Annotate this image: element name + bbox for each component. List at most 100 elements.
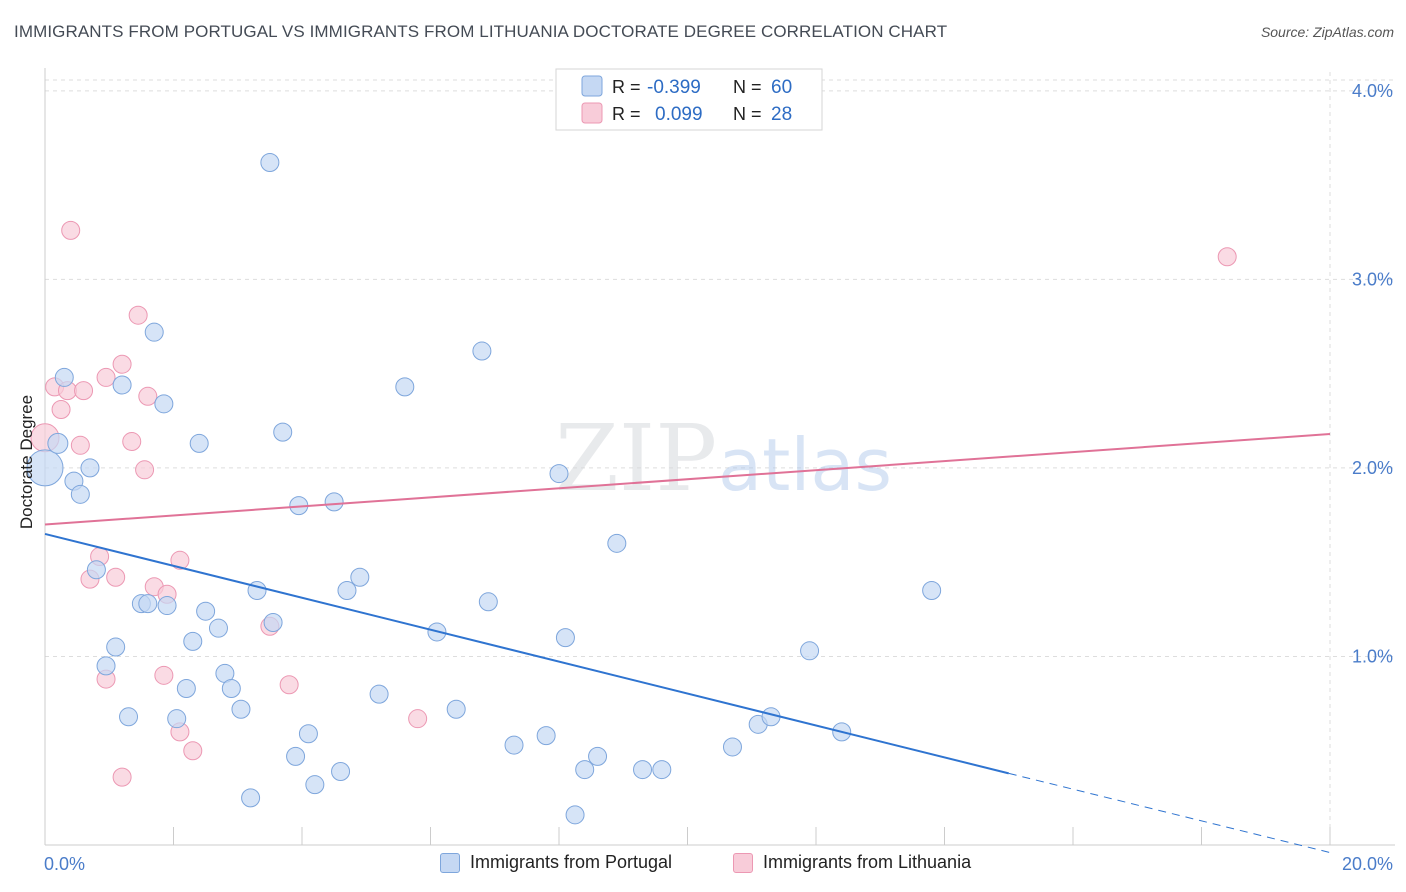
x-tick-label: 20.0% [1342, 854, 1393, 874]
point-portugal [96, 656, 116, 676]
point-lithuania [122, 432, 142, 452]
point-lithuania [106, 567, 126, 587]
y-tick-label: 4.0% [1352, 81, 1393, 101]
point-portugal [70, 484, 90, 504]
point-portugal [722, 737, 742, 757]
point-portugal [106, 637, 126, 657]
point-portugal [652, 760, 672, 780]
watermark: ZIP atlas [555, 405, 892, 512]
trend-line-portugal-extension [1008, 772, 1331, 854]
point-lithuania [112, 354, 132, 374]
point-portugal [286, 746, 306, 766]
point-portugal [633, 760, 653, 780]
legend-n-label-lithuania: N = [733, 104, 762, 124]
point-portugal [80, 458, 100, 478]
point-portugal [260, 152, 280, 172]
point-portugal [144, 322, 164, 342]
point-portugal [575, 760, 595, 780]
point-portugal [395, 377, 415, 397]
point-portugal [324, 492, 344, 512]
point-portugal [922, 580, 942, 600]
y-tick-label: 3.0% [1352, 269, 1393, 289]
point-portugal [183, 631, 203, 651]
legend-swatch-portugal [581, 75, 603, 97]
point-portugal [241, 788, 261, 808]
point-portugal [112, 375, 132, 395]
chart-title: IMMIGRANTS FROM PORTUGAL VS IMMIGRANTS F… [14, 22, 948, 41]
legend-n-label-portugal: N = [733, 77, 762, 97]
point-lithuania [96, 367, 116, 387]
point-portugal [536, 726, 556, 746]
point-lithuania [1217, 247, 1237, 267]
point-lithuania [61, 220, 81, 240]
legend-r-value-lithuania: 0.099 [655, 104, 703, 125]
legend-r-label-lithuania: R = [612, 104, 641, 124]
point-lithuania [128, 305, 148, 325]
point-portugal [157, 596, 177, 616]
bottom-legend-label-lithuania: Immigrants from Lithuania [763, 852, 972, 872]
point-lithuania [138, 386, 158, 406]
watermark-atlas: atlas [718, 423, 892, 507]
point-portugal [86, 560, 106, 580]
point-portugal [263, 613, 283, 633]
point-portugal [305, 775, 325, 795]
point-portugal [26, 449, 64, 487]
point-portugal [800, 641, 820, 661]
point-portugal [273, 422, 293, 442]
point-lithuania [70, 435, 90, 455]
x-tick-label: 0.0% [44, 854, 85, 874]
legend-r-label-portugal: R = [612, 77, 641, 97]
point-portugal [54, 367, 74, 387]
point-portugal [176, 679, 196, 699]
tick-labels: 1.0% 2.0% 3.0% 4.0% 0.0% 20.0% [44, 81, 1393, 874]
point-portugal [331, 761, 351, 781]
point-portugal [119, 707, 139, 727]
point-lithuania [135, 460, 155, 480]
point-lithuania [154, 665, 174, 685]
point-portugal [478, 592, 498, 612]
point-portugal [565, 805, 585, 825]
watermark-zip: ZIP [555, 405, 717, 512]
legend-r-value-portugal: -0.399 [647, 77, 701, 98]
point-portugal [350, 567, 370, 587]
bottom-legend-swatch-portugal [440, 852, 460, 873]
point-portugal [298, 724, 318, 744]
point-portugal [607, 533, 627, 553]
legend-swatch-lithuania [581, 102, 603, 124]
point-portugal [47, 432, 69, 454]
point-portugal [196, 601, 216, 621]
legend-n-value-portugal: 60 [771, 77, 792, 98]
source-credit: Source: ZipAtlas.com [1260, 24, 1394, 40]
point-portugal [167, 709, 187, 729]
legend-n-value-lithuania: 28 [771, 104, 792, 125]
bottom-legend-swatch-lithuania [733, 852, 753, 873]
point-lithuania [51, 399, 71, 419]
point-portugal [138, 594, 158, 614]
point-portugal [588, 746, 608, 766]
point-portugal [189, 433, 209, 453]
bottom-legend-label-portugal: Immigrants from Portugal [470, 852, 673, 872]
trend-line-lithuania [44, 432, 1331, 526]
point-portugal [208, 618, 228, 638]
trend-line-portugal [44, 532, 1009, 775]
point-portugal [154, 394, 174, 414]
point-lithuania [74, 381, 94, 401]
point-lithuania [279, 675, 299, 695]
point-portugal [369, 684, 389, 704]
point-lithuania [183, 741, 203, 761]
point-portugal [221, 679, 241, 699]
point-portugal [555, 628, 575, 648]
point-portugal [549, 464, 569, 484]
y-axis-label: Doctorate Degree [17, 395, 36, 529]
point-portugal [231, 699, 251, 719]
bottom-legend-lithuania: Immigrants from Lithuania [733, 852, 971, 873]
trend-lines [44, 432, 1331, 854]
point-portugal [504, 735, 524, 755]
point-portugal [472, 341, 492, 361]
point-portugal [446, 699, 466, 719]
point-lithuania [408, 709, 428, 729]
bottom-legend-portugal: Immigrants from Portugal [440, 852, 672, 873]
y-tick-label: 1.0% [1352, 646, 1393, 666]
y-tick-label: 2.0% [1352, 458, 1393, 478]
